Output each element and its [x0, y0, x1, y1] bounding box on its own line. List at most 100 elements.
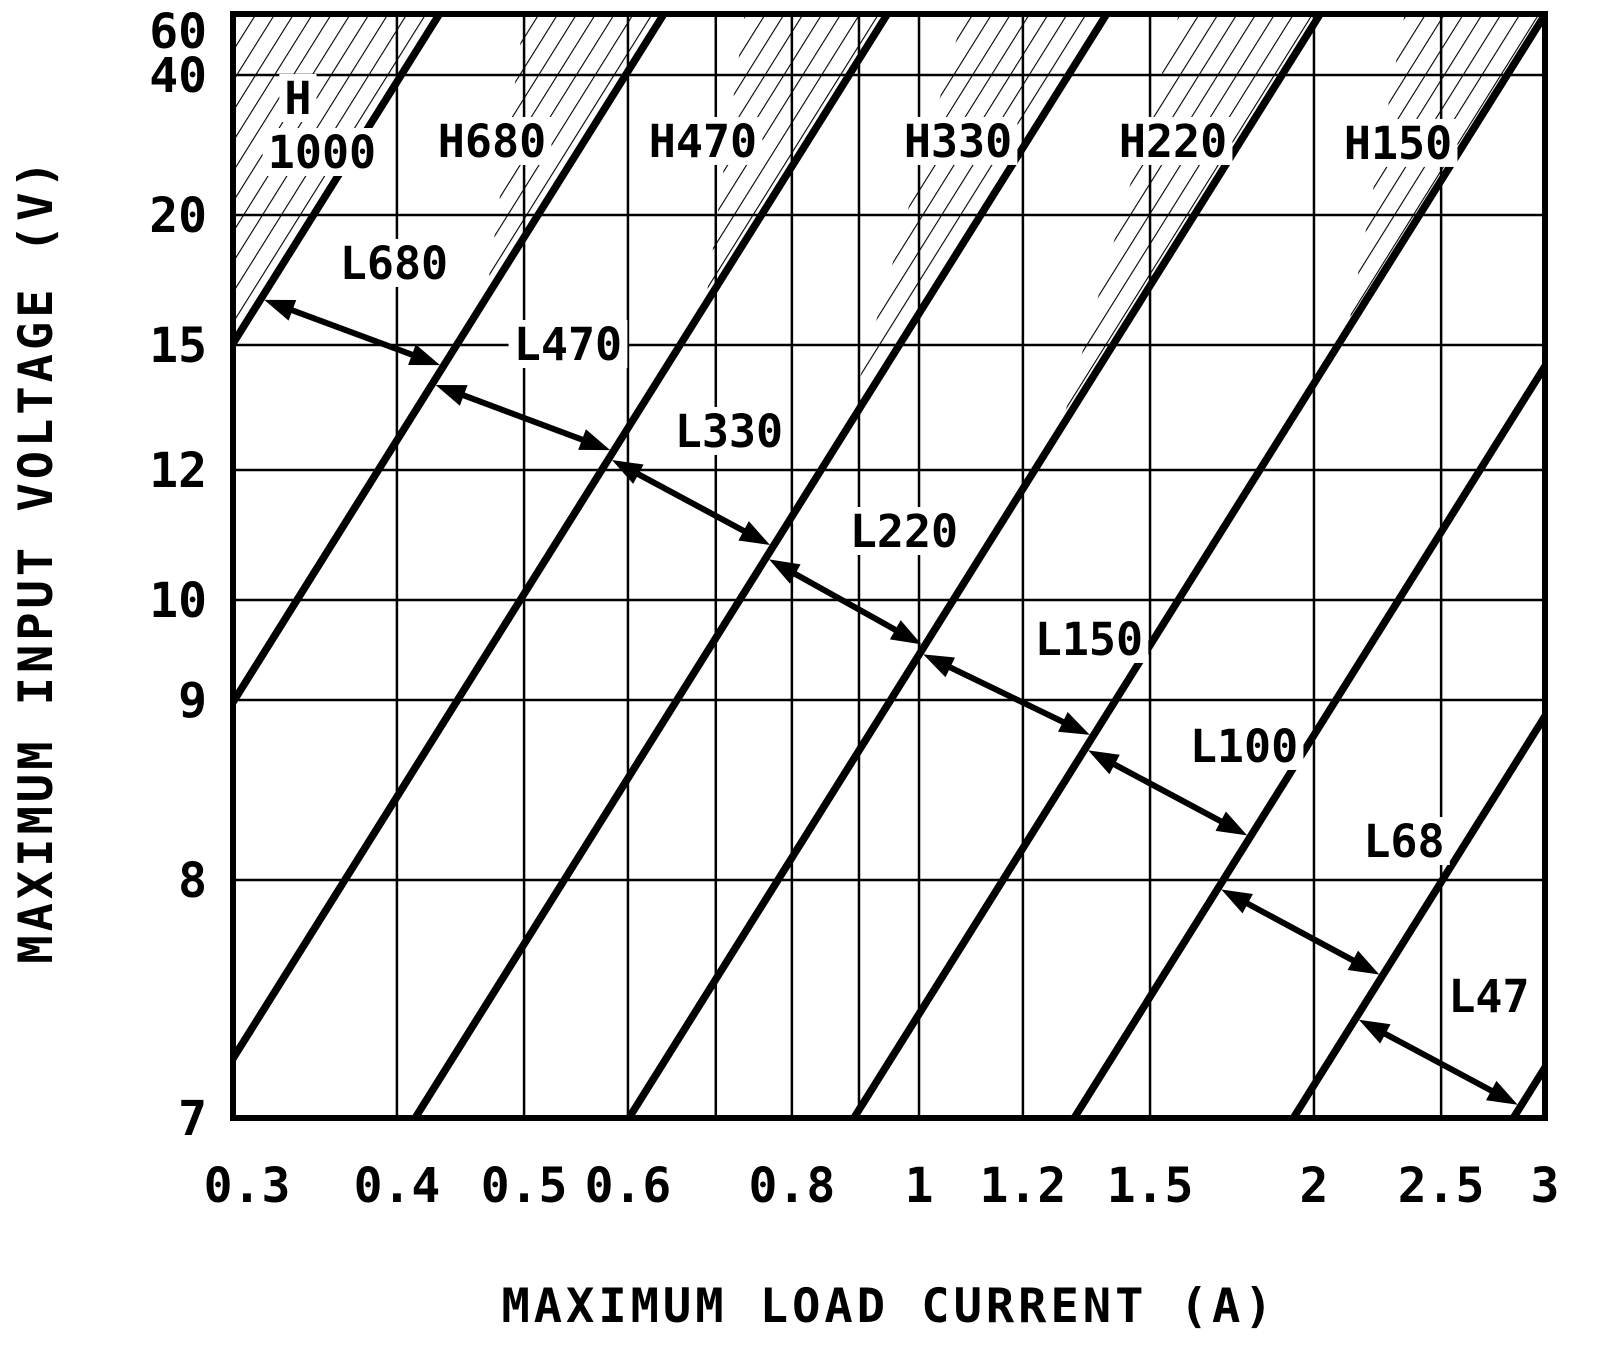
- boundary-line-3: [233, 14, 891, 1066]
- band-label-mask: [279, 74, 317, 123]
- band-label-mask: [1338, 118, 1458, 167]
- arrow-shaft: [1102, 756, 1233, 830]
- arrowhead: [738, 521, 771, 546]
- y-tick-label: 9: [178, 673, 207, 729]
- range-arrow-470: [435, 384, 611, 451]
- y-axis-title: MAXIMUM INPUT VOLTAGE (V): [9, 156, 64, 963]
- arrowhead: [408, 344, 441, 366]
- arrow-shaft: [626, 465, 756, 540]
- inductance-boundary-lines: [233, 14, 1545, 1118]
- x-tick-label: 2.5: [1398, 1158, 1485, 1214]
- boundary-line-4: [411, 14, 1110, 1118]
- arrow-shaft: [280, 303, 425, 362]
- boundary-line-1: [233, 14, 443, 351]
- band-label-mask: [334, 238, 454, 287]
- arrowhead: [1358, 1019, 1391, 1044]
- arrowhead: [435, 384, 468, 406]
- range-arrows: [264, 299, 1518, 1105]
- band-label-mask: [432, 116, 552, 165]
- grid-lines: [233, 14, 1545, 1118]
- band-label-mask: [1443, 972, 1535, 1021]
- arrowhead: [923, 654, 956, 678]
- band-label: H330: [904, 115, 1012, 168]
- arrowhead: [1215, 811, 1248, 836]
- band-label-mask: [643, 116, 763, 165]
- x-tick-label: 0.3: [204, 1158, 291, 1214]
- range-arrow-680: [264, 299, 441, 366]
- band-label-mask: [262, 128, 382, 176]
- x-tick-label: 1.2: [980, 1158, 1067, 1214]
- boundary-line-7: [1071, 359, 1545, 1118]
- band-label: H: [284, 72, 311, 125]
- x-tick-label: 0.4: [354, 1158, 441, 1214]
- band-label-mask: [844, 507, 964, 556]
- arrowhead: [1347, 950, 1380, 975]
- y-tick-label: 40: [149, 48, 207, 104]
- band-label-mask: [1358, 817, 1450, 866]
- y-tick-label: 10: [149, 573, 207, 629]
- boundary-line-8: [1290, 709, 1545, 1118]
- band-label: H220: [1119, 115, 1227, 168]
- plot-frame: [230, 11, 1548, 1121]
- y-tick-label: 15: [149, 318, 207, 374]
- range-arrow-100: [1088, 750, 1248, 836]
- band-label-mask: [1184, 721, 1304, 770]
- y-tick-label: 60: [149, 4, 207, 60]
- y-tick-label: 20: [149, 188, 207, 244]
- band-label: L220: [850, 505, 958, 558]
- band-label: L470: [514, 318, 622, 371]
- arrowhead: [611, 460, 644, 484]
- band-label-mask: [669, 406, 789, 455]
- range-arrow-68: [1221, 889, 1380, 975]
- band-label: L47: [1448, 970, 1529, 1023]
- x-tick-label: 1: [905, 1158, 934, 1214]
- range-arrow-47: [1358, 1019, 1518, 1105]
- band-label: L330: [675, 405, 783, 458]
- boundary-line-9: [1510, 1060, 1545, 1118]
- range-arrow-150: [923, 654, 1090, 735]
- arrow-shaft: [1373, 1025, 1504, 1099]
- band-label-mask: [1113, 116, 1233, 165]
- y-tick-label: 12: [149, 443, 207, 499]
- boundary-line-5: [625, 14, 1324, 1118]
- x-axis-title: MAXIMUM LOAD CURRENT (A): [501, 1279, 1276, 1334]
- arrowhead: [264, 299, 297, 321]
- range-arrow-220: [769, 559, 922, 645]
- range-arrow-330: [611, 460, 771, 546]
- x-tick-label: 2: [1300, 1158, 1329, 1214]
- band-label: L68: [1363, 815, 1444, 868]
- arrowhead: [1058, 711, 1090, 735]
- x-tick-label: 0.6: [585, 1158, 672, 1214]
- band-label: H150: [1344, 117, 1452, 170]
- arrow-shaft: [451, 388, 595, 447]
- y-tick-label: 8: [178, 853, 207, 909]
- band-label: H680: [438, 115, 546, 168]
- arrowhead: [1486, 1080, 1518, 1105]
- band-label: H470: [649, 115, 757, 168]
- band-label: L100: [1190, 720, 1298, 773]
- band-label: L150: [1035, 613, 1143, 666]
- arrow-shaft: [783, 565, 908, 639]
- plot-border: [230, 11, 1548, 1121]
- band-label: 1000: [268, 126, 376, 179]
- x-tick-label: 1.5: [1107, 1158, 1194, 1214]
- x-tick-label: 3: [1531, 1158, 1560, 1214]
- boundary-line-2: [233, 14, 668, 710]
- y-tick-label: 7: [178, 1091, 207, 1147]
- arrow-shaft: [938, 659, 1075, 730]
- band-label-mask: [898, 116, 1018, 165]
- arrowhead: [1221, 889, 1253, 914]
- band-label: L680: [340, 237, 448, 290]
- band-label-mask: [1029, 614, 1149, 663]
- band-label-mask: [508, 319, 628, 368]
- x-tick-label: 0.8: [749, 1158, 836, 1214]
- boundary-line-6: [850, 14, 1545, 1118]
- arrowhead: [578, 429, 611, 451]
- x-tick-label: 0.5: [481, 1158, 568, 1214]
- arrowhead: [1088, 750, 1120, 775]
- arrow-shaft: [1235, 895, 1365, 969]
